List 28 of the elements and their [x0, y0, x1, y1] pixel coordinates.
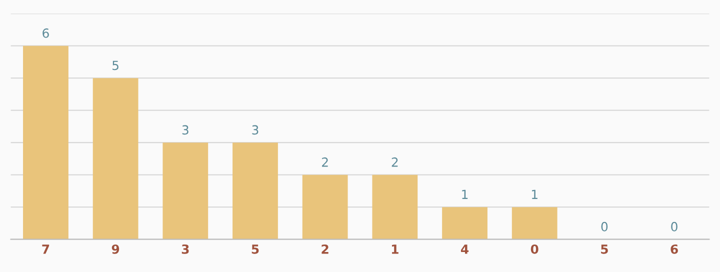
data-label: 0: [671, 222, 678, 232]
x-tick-label: 7: [42, 244, 50, 254]
x-tick-label: 3: [182, 244, 189, 254]
x-tick-label: 1: [392, 244, 398, 254]
bar: [372, 174, 418, 240]
data-label: 1: [532, 190, 538, 199]
data-label: 5: [112, 60, 118, 70]
data-label: 6: [42, 28, 49, 38]
bar: [232, 142, 278, 240]
data-label: 2: [392, 157, 398, 167]
bar: [512, 207, 558, 240]
x-tick-label: 2: [322, 244, 328, 254]
x-tick-label: 4: [460, 244, 469, 254]
bar: [92, 78, 138, 240]
bar: [23, 46, 68, 240]
x-tick-label: 5: [601, 244, 608, 254]
bar: [442, 207, 488, 240]
data-label: 3: [182, 125, 188, 135]
bar: [162, 142, 208, 240]
x-tick-label: 6: [670, 244, 678, 254]
data-label: 1: [462, 190, 468, 199]
data-label: 0: [601, 222, 608, 232]
bar: [302, 174, 348, 240]
x-tick-label: 5: [252, 244, 259, 254]
data-label: 2: [322, 157, 328, 167]
data-label: 3: [252, 125, 258, 135]
x-tick-label: 0: [530, 244, 538, 254]
x-tick-label: 9: [112, 244, 120, 254]
